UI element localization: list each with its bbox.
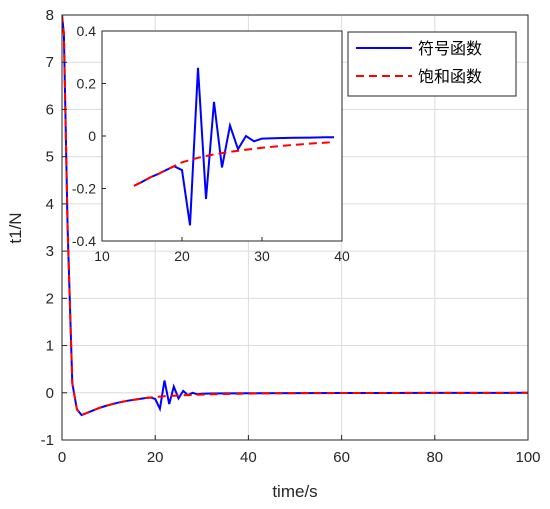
x-tick-label: 100 xyxy=(515,449,540,466)
inset-y-tick-label: 0 xyxy=(88,128,96,144)
y-tick-label: 7 xyxy=(46,54,54,71)
inset-x-tick-label: 30 xyxy=(254,248,270,264)
inset-x-tick-label: 20 xyxy=(174,248,190,264)
inset-x-tick-label: 40 xyxy=(334,248,350,264)
inset-series-line-sat xyxy=(133,141,335,187)
x-tick-label: 60 xyxy=(333,449,350,466)
y-tick-label: 4 xyxy=(46,196,54,213)
legend: 符号函数 饱和函数 xyxy=(347,31,517,97)
y-tick-label: 1 xyxy=(46,338,54,355)
y-tick-label: -1 xyxy=(41,432,54,449)
inset-series xyxy=(133,67,335,226)
x-tick-label: 0 xyxy=(58,449,66,466)
legend-label-sign: 符号函数 xyxy=(418,39,482,58)
inset-y-tick-label: -0.2 xyxy=(72,181,96,197)
y-tick-label: 5 xyxy=(46,149,54,166)
inset-y-tick-label: -0.4 xyxy=(72,233,96,249)
y-tick-label: 3 xyxy=(46,243,54,260)
inset-y-tick-label: 0.2 xyxy=(77,76,97,92)
y-axis-label: t1/N xyxy=(6,212,25,243)
legend-box xyxy=(347,31,517,97)
legend-label-sat: 饱和函数 xyxy=(418,67,482,86)
x-axis-label: time/s xyxy=(272,482,317,501)
x-tick-label: 80 xyxy=(426,449,443,466)
plot-frame xyxy=(61,14,529,441)
inset-x-tick-label: 10 xyxy=(94,248,110,264)
y-tick-label: 8 xyxy=(46,7,54,24)
inset-y-tick-label: 0.4 xyxy=(77,23,97,39)
x-tick-label: 40 xyxy=(240,449,257,466)
inset-background xyxy=(101,30,343,242)
y-tick-label: 6 xyxy=(46,101,54,118)
y-tick-label: 0 xyxy=(46,385,54,402)
inset-ticks: 10 20 30 40 0.4 0.2 0 -0.2 -0.4 xyxy=(72,23,350,264)
y-tick-label: 2 xyxy=(46,290,54,307)
x-tick-label: 20 xyxy=(147,449,164,466)
series-line-sat xyxy=(62,15,528,417)
main-series xyxy=(62,15,528,417)
